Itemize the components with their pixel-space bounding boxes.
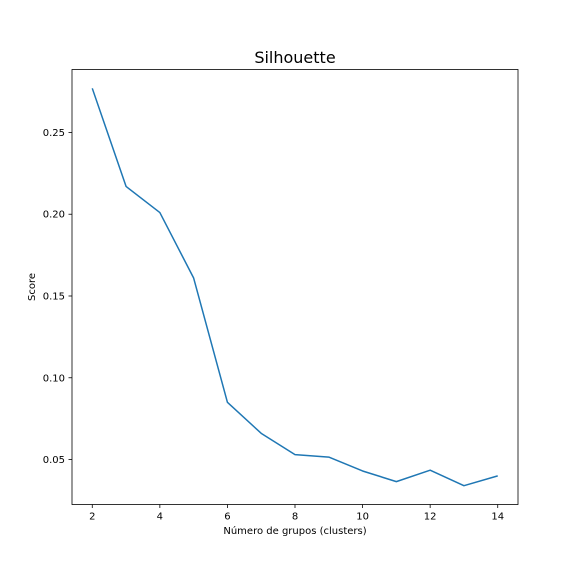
x-tick-label: 2 xyxy=(89,512,95,523)
y-axis-ticks: 0.05 0.10 0.15 0.20 0.25 xyxy=(43,128,72,466)
y-tick-label: 0.10 xyxy=(43,373,65,384)
x-tick-label: 6 xyxy=(224,512,230,523)
y-axis-label: Score xyxy=(27,273,38,301)
x-axis-label: Número de grupos (clusters) xyxy=(223,525,366,537)
y-tick-label: 0.05 xyxy=(43,455,65,466)
y-tick-label: 0.15 xyxy=(43,291,65,302)
x-axis-ticks: 2 4 6 8 10 12 14 xyxy=(89,504,504,523)
x-tick-label: 4 xyxy=(157,512,163,523)
x-tick-label: 14 xyxy=(491,512,504,523)
x-tick-label: 12 xyxy=(424,512,437,523)
plot-area-frame xyxy=(71,69,519,505)
x-tick-label: 10 xyxy=(356,512,369,523)
y-tick-label: 0.20 xyxy=(43,210,65,221)
y-tick-label: 0.25 xyxy=(43,128,65,139)
series-line xyxy=(91,88,498,487)
x-tick-label: 8 xyxy=(292,512,298,523)
series-layer xyxy=(91,88,498,487)
chart-title: Silhouette xyxy=(254,48,335,67)
